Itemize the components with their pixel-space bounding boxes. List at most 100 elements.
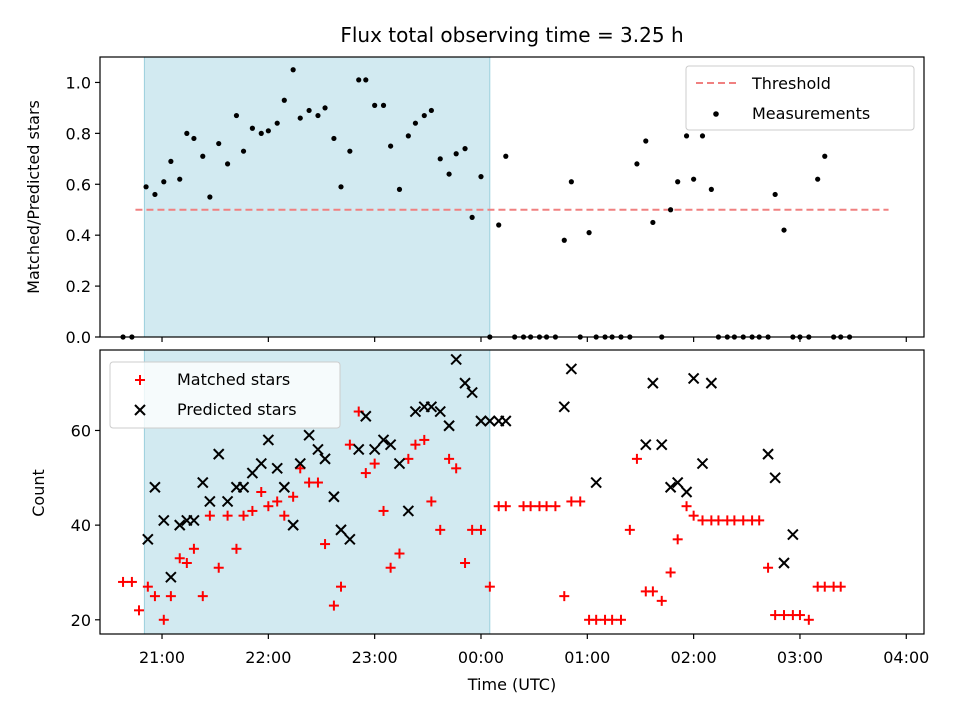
measurement-point — [281, 97, 287, 103]
predicted-star-point — [312, 443, 324, 456]
matched-star-point — [279, 510, 290, 521]
predicted-star-point — [484, 415, 496, 427]
top-y-tick-label: 1.0 — [66, 73, 91, 92]
top-legend: Threshold Measurements — [685, 65, 915, 131]
matched-star-point — [624, 524, 635, 535]
measurement-point — [161, 179, 167, 185]
matched-star-point — [272, 496, 283, 507]
measurement-point — [503, 153, 509, 159]
legend-measurements-swatch — [713, 111, 719, 117]
matched-star-point — [149, 591, 160, 602]
bottom-y-axis-label: Count — [29, 469, 48, 517]
x-tick-label: 02:00 — [671, 648, 717, 667]
matched-star-point — [204, 510, 215, 521]
legend-measurements-label: Measurements — [752, 104, 870, 123]
x-tick-label: 00:00 — [458, 648, 504, 667]
matched-star-point — [378, 505, 389, 516]
measurement-point — [421, 112, 427, 119]
measurement-point — [388, 143, 394, 149]
measurement-point — [297, 115, 303, 121]
measurement-point — [675, 179, 681, 185]
predicted-star-point — [705, 377, 718, 389]
measurement-point — [347, 148, 353, 154]
measurement-point — [372, 102, 378, 108]
measurement-point — [446, 171, 452, 177]
predicted-star-point — [425, 401, 438, 413]
measurement-point — [683, 133, 690, 139]
top-x-ticks — [161, 337, 907, 342]
predicted-star-point — [221, 495, 234, 508]
x-tick-label: 04:00 — [883, 648, 929, 667]
matched-star-point — [410, 439, 421, 450]
matched-star-point — [770, 610, 781, 621]
measurement-point — [568, 179, 574, 185]
matched-star-point — [647, 586, 658, 597]
predicted-star-point — [459, 377, 471, 389]
predicted-star-point — [237, 481, 250, 493]
matched-star-point — [126, 576, 137, 587]
predicted-star-point — [368, 443, 381, 456]
predicted-star-point — [262, 434, 275, 446]
matched-star-point — [779, 610, 790, 621]
legend-predicted-label: Predicted stars — [177, 400, 297, 419]
measurement-point — [363, 77, 369, 83]
matched-star-point — [181, 558, 192, 568]
predicted-star-point — [278, 481, 290, 493]
matched-star-point — [656, 595, 667, 606]
matched-star-point — [213, 562, 224, 573]
measurement-point — [708, 186, 714, 192]
measurement-point — [306, 107, 312, 114]
predicted-star-point — [671, 476, 684, 489]
bottom-y-ticks: 20 40 60 — [71, 421, 100, 630]
matched-star-point — [835, 581, 846, 592]
matched-star-point — [559, 591, 570, 602]
predicted-star-point — [294, 457, 306, 470]
matched-star-point — [460, 558, 471, 568]
bottom-legend-box — [109, 361, 341, 429]
measurement-point — [496, 222, 502, 228]
measurement-point — [322, 105, 328, 111]
measurement-point — [315, 112, 321, 119]
x-tick-label: 03:00 — [777, 648, 823, 667]
bottom-legend: Matched stars Predicted stars — [109, 361, 341, 429]
predicted-star-point — [303, 429, 315, 441]
measurement-point — [274, 120, 280, 126]
matched-star-point — [385, 562, 396, 573]
measurement-point — [462, 146, 468, 152]
predicted-star-point — [188, 514, 200, 527]
measurement-point — [240, 148, 247, 154]
bottom-panel: 20 40 60 21:00 22:00 23:00 00:00 01:00 02:00 03:… — [29, 349, 929, 694]
predicted-star-point — [328, 491, 340, 503]
predicted-star-point — [402, 505, 415, 517]
predicted-star-point — [246, 467, 259, 479]
bottom-plot-marks — [118, 353, 846, 625]
predicted-star-point — [149, 481, 161, 493]
measurement-point — [428, 107, 434, 114]
matched-star-point — [369, 458, 380, 469]
predicted-star-point — [165, 571, 177, 583]
predicted-star-point — [647, 377, 659, 389]
measurement-point — [177, 176, 183, 182]
matched-star-point — [197, 591, 208, 602]
matched-star-point — [591, 614, 602, 625]
top-y-ticks: 0.0 0.2 0.4 0.6 0.8 1.0 — [66, 73, 100, 347]
predicted-star-point — [565, 363, 578, 375]
predicted-star-point — [500, 415, 512, 427]
predicted-star-point — [778, 557, 790, 569]
matched-star-point — [484, 581, 495, 592]
top-y-tick-label: 0.2 — [66, 277, 91, 296]
measurement-point — [405, 133, 411, 139]
matched-star-point — [304, 477, 315, 488]
measurement-point — [216, 140, 222, 147]
predicted-star-point — [287, 519, 299, 531]
predicted-star-point — [664, 481, 677, 493]
bottom-y-tick-label: 60 — [71, 421, 91, 440]
matched-star-point — [763, 562, 774, 573]
measurement-point — [380, 102, 387, 108]
matched-star-point — [729, 515, 740, 526]
matched-star-point — [344, 439, 355, 450]
measurement-point — [561, 237, 567, 243]
measurement-point — [338, 184, 344, 190]
chart-title: Flux total observing time = 3.25 h — [340, 23, 683, 47]
matched-star-point — [713, 515, 724, 526]
